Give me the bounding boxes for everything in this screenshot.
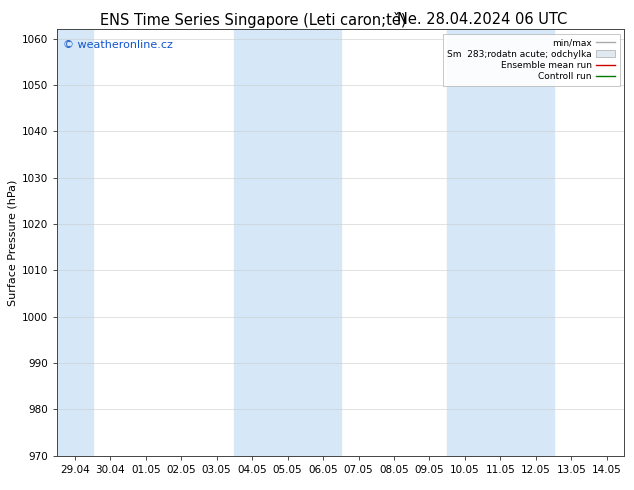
Bar [57,29,93,456]
Y-axis label: Surface Pressure (hPa): Surface Pressure (hPa) [8,179,18,306]
Text: © weatheronline.cz: © weatheronline.cz [63,40,172,50]
Legend: min/max, Sm  283;rodatn acute; odchylka, Ensemble mean run, Controll run: min/max, Sm 283;rodatn acute; odchylka, … [443,34,620,86]
Bar [235,29,341,456]
Bar [447,29,553,456]
Text: Ne. 28.04.2024 06 UTC: Ne. 28.04.2024 06 UTC [397,12,567,27]
Text: ENS Time Series Singapore (Leti caron;tě): ENS Time Series Singapore (Leti caron;tě… [100,12,407,28]
